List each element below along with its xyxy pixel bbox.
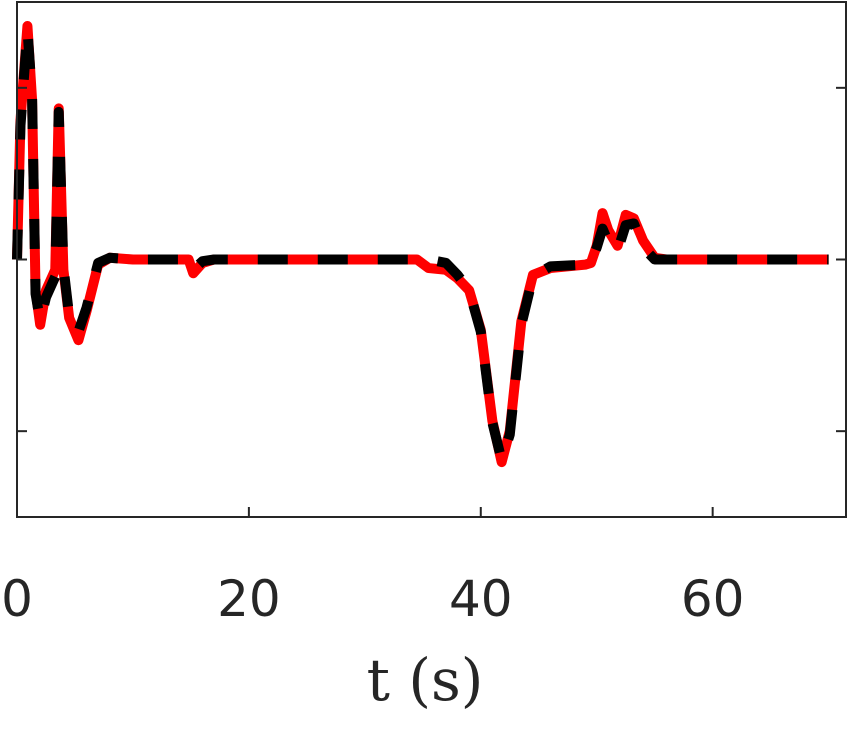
axes-box xyxy=(16,1,847,518)
x-tick-label: 0 xyxy=(1,570,33,628)
x-tick-label: 60 xyxy=(681,570,745,628)
data-line xyxy=(12,24,829,466)
x-axis-label: t (s) xyxy=(367,646,484,714)
x-tick-label: 40 xyxy=(449,570,513,628)
data-line xyxy=(12,21,829,468)
x-tick-label: 20 xyxy=(217,570,281,628)
